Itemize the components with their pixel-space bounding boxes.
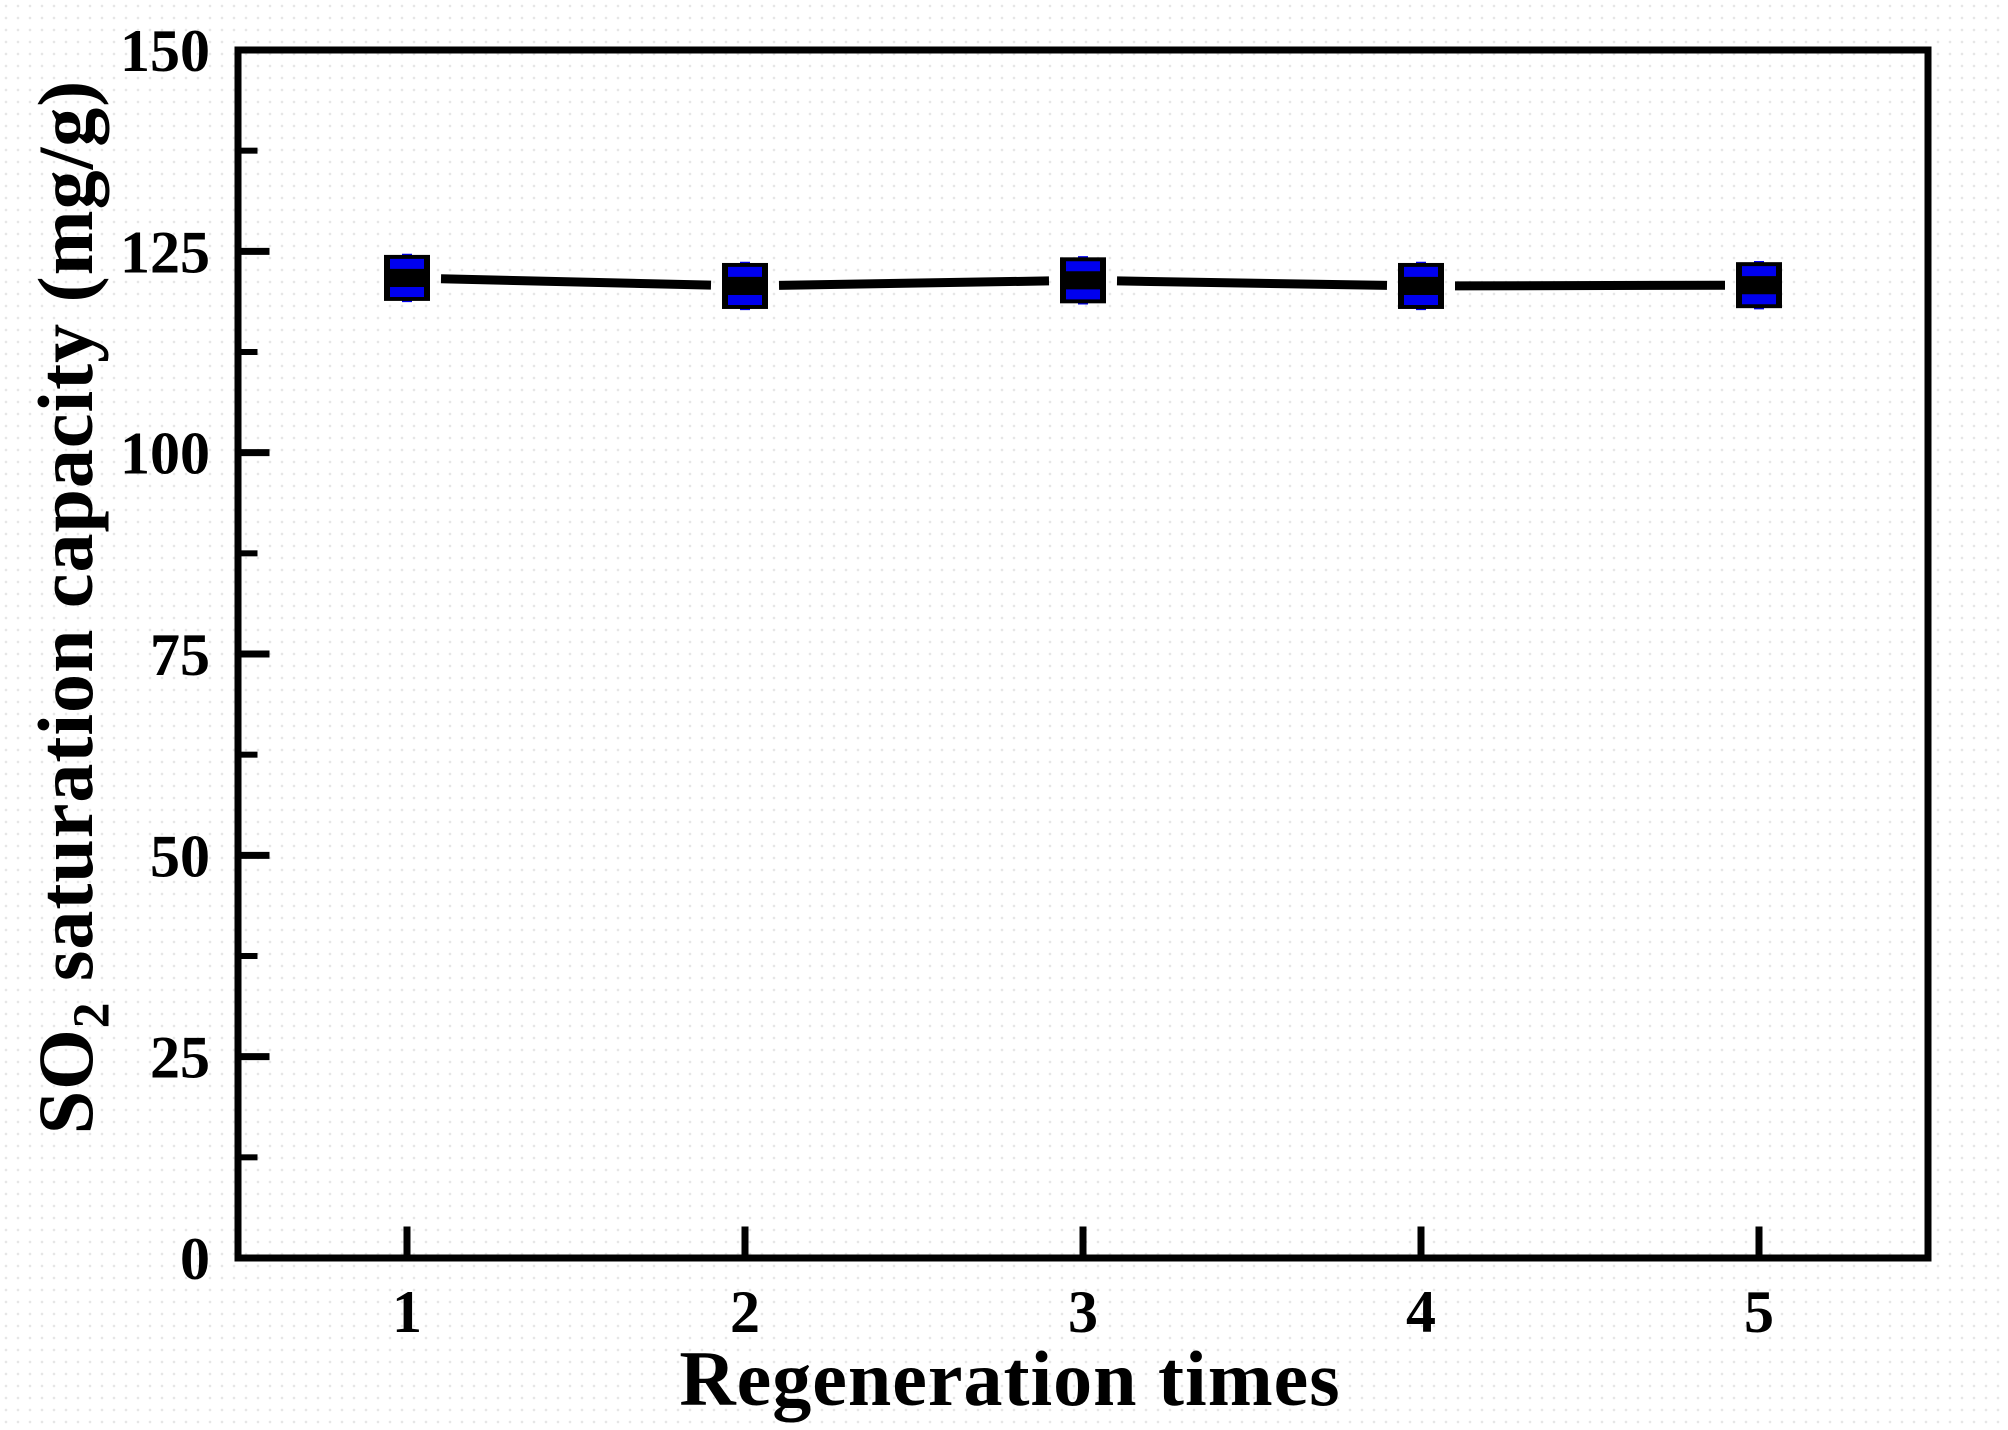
series-line-segment	[1454, 280, 1726, 291]
x-tick-label: 1	[392, 1279, 422, 1345]
y-axis-title: SO2 saturation capacity (mg/g)	[21, 79, 121, 1135]
y-tick-label: 50	[150, 823, 210, 889]
series-line-segment	[1116, 276, 1388, 290]
y-tick-label: 150	[120, 18, 210, 84]
x-tick-label: 5	[1744, 1279, 1774, 1345]
x-tick-label: 2	[730, 1279, 760, 1345]
y-tick-label: 0	[180, 1226, 210, 1292]
y-axis-title-post: saturation capacity (mg/g)	[22, 79, 109, 1002]
series-line-segment	[778, 276, 1050, 290]
x-axis-title: Regeneration times	[679, 1335, 1341, 1422]
y-tick-label: 75	[150, 622, 210, 688]
y-tick-label: 100	[120, 421, 210, 487]
x-tick-label: 4	[1406, 1279, 1436, 1345]
y-axis-title-pre: SO	[22, 1028, 109, 1135]
series-line-segment	[440, 274, 712, 290]
x-tick-label: 3	[1068, 1279, 1098, 1345]
y-tick-label: 25	[150, 1025, 210, 1091]
plot-frame	[234, 46, 1932, 1262]
y-tick-label: 125	[120, 219, 210, 285]
y-axis-title-subscript: 2	[63, 1001, 121, 1029]
